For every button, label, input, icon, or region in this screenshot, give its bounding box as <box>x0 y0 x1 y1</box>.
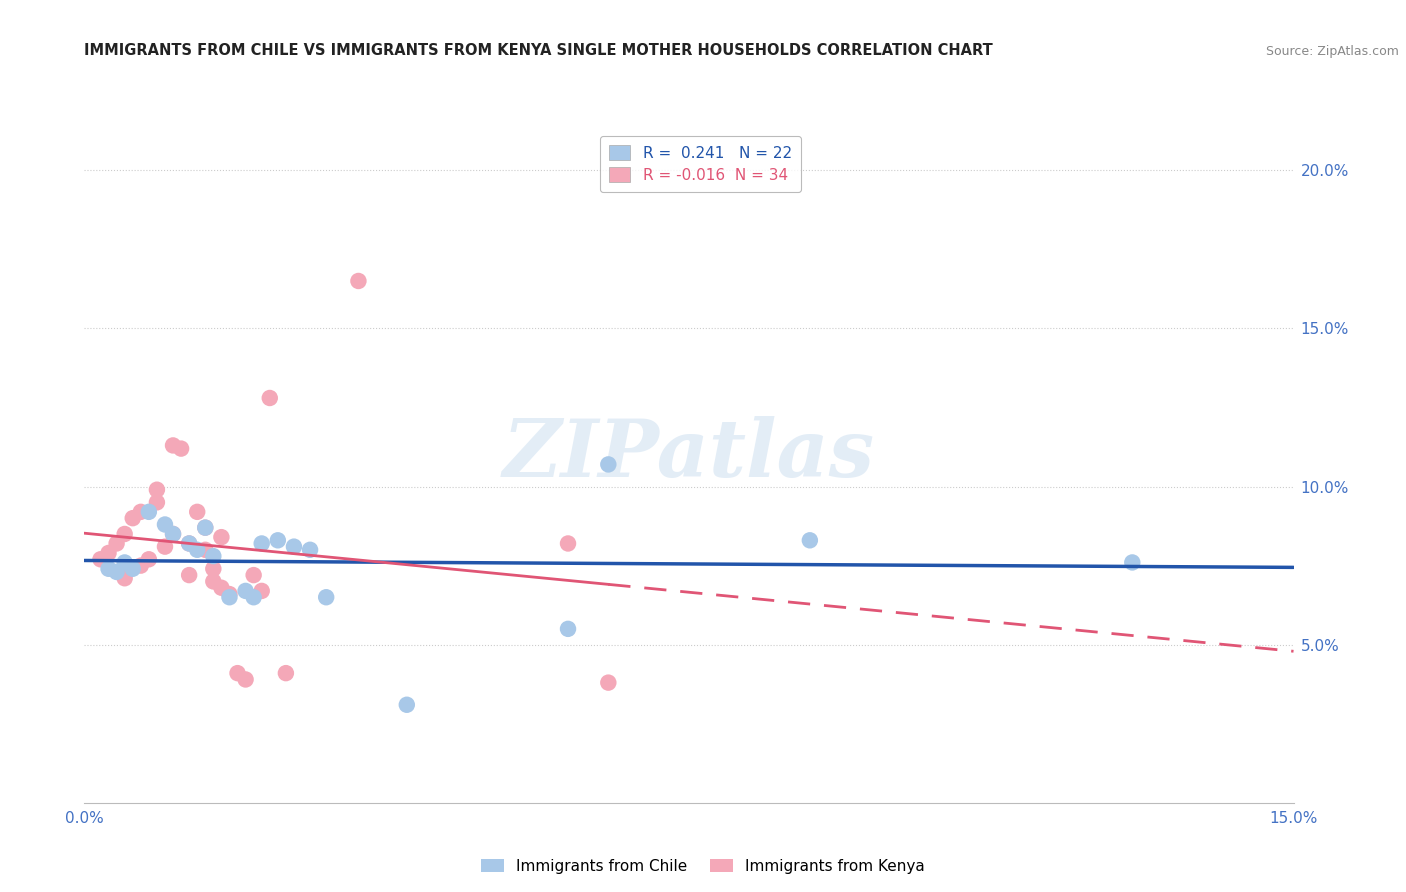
Point <box>89 552 111 566</box>
Point <box>97 562 120 576</box>
Point <box>194 542 217 557</box>
Point <box>186 542 208 557</box>
Point <box>1121 556 1143 570</box>
Point <box>97 546 120 560</box>
Point <box>179 536 201 550</box>
Text: IMMIGRANTS FROM CHILE VS IMMIGRANTS FROM KENYA SINGLE MOTHER HOUSEHOLDS CORRELAT: IMMIGRANTS FROM CHILE VS IMMIGRANTS FROM… <box>84 43 993 58</box>
Point <box>153 540 176 554</box>
Point <box>598 458 620 472</box>
Point <box>138 552 160 566</box>
Point <box>242 591 264 605</box>
Text: ZIPatlas: ZIPatlas <box>503 417 875 493</box>
Point <box>114 527 136 541</box>
Point <box>799 533 821 548</box>
Point <box>347 274 370 288</box>
Point <box>105 565 128 579</box>
Point <box>395 698 418 712</box>
Point <box>250 583 273 598</box>
Point <box>194 521 217 535</box>
Point <box>121 562 143 576</box>
Point <box>202 562 225 576</box>
Point <box>218 591 240 605</box>
Legend: R =  0.241   N = 22, R = -0.016  N = 34: R = 0.241 N = 22, R = -0.016 N = 34 <box>600 136 801 192</box>
Point <box>179 536 201 550</box>
Point <box>209 581 232 595</box>
Point <box>162 527 184 541</box>
Point <box>235 583 257 598</box>
Point <box>242 568 264 582</box>
Point <box>315 591 337 605</box>
Point <box>186 505 208 519</box>
Point <box>105 536 128 550</box>
Point <box>274 666 297 681</box>
Point <box>179 568 201 582</box>
Point <box>162 438 184 452</box>
Point <box>153 517 176 532</box>
Point <box>121 511 143 525</box>
Point <box>218 587 240 601</box>
Point <box>138 505 160 519</box>
Point <box>250 536 273 550</box>
Point <box>146 495 169 509</box>
Point <box>202 574 225 589</box>
Point <box>557 536 579 550</box>
Point <box>129 558 152 573</box>
Point <box>598 675 620 690</box>
Point <box>146 483 169 497</box>
Point <box>209 530 232 544</box>
Point <box>202 549 225 563</box>
Point <box>299 542 322 557</box>
Point <box>162 527 184 541</box>
Point <box>259 391 281 405</box>
Point <box>235 673 257 687</box>
Point <box>129 505 152 519</box>
Legend: Immigrants from Chile, Immigrants from Kenya: Immigrants from Chile, Immigrants from K… <box>475 853 931 880</box>
Point <box>114 556 136 570</box>
Text: Source: ZipAtlas.com: Source: ZipAtlas.com <box>1265 45 1399 58</box>
Point <box>557 622 579 636</box>
Point <box>226 666 249 681</box>
Point <box>194 521 217 535</box>
Point <box>170 442 193 456</box>
Point <box>267 533 290 548</box>
Point <box>114 571 136 585</box>
Point <box>283 540 305 554</box>
